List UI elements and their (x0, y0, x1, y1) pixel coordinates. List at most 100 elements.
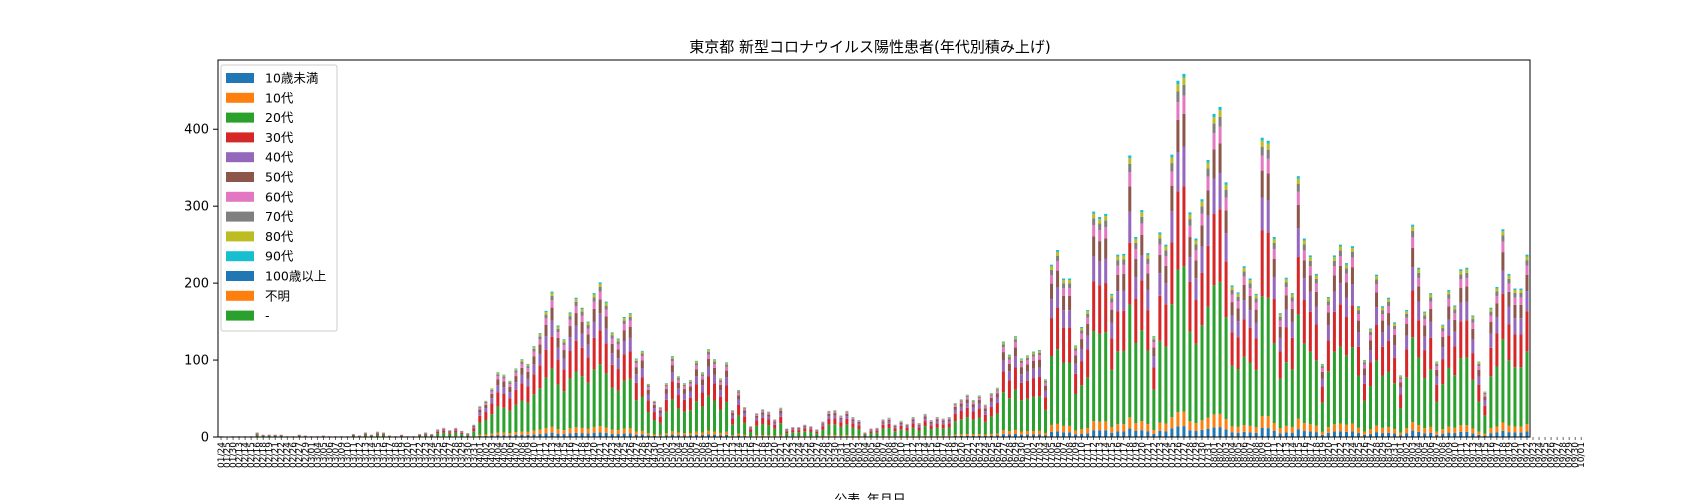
bar-segment (604, 302, 608, 306)
x-tick-label: 03/30 (464, 442, 474, 468)
bar-segment (616, 434, 620, 437)
bar-segment (899, 435, 903, 437)
bar-segment (1453, 427, 1457, 434)
bar-segment (1104, 220, 1108, 228)
x-tick-label: 09/19 (1505, 442, 1515, 468)
bar-segment (1465, 357, 1469, 426)
bar-segment (713, 434, 717, 437)
bar-segment (1080, 433, 1084, 437)
bar-segment (640, 356, 644, 361)
bar-segment (1206, 160, 1210, 163)
bar-segment (1381, 307, 1385, 311)
bar-stack (1206, 160, 1210, 437)
bar-stack (574, 297, 578, 437)
bar-segment (568, 433, 572, 437)
bar-segment (1025, 431, 1029, 435)
bar-segment (1326, 296, 1330, 299)
bar-segment (737, 433, 741, 436)
bar-segment (1483, 392, 1487, 395)
bar-segment (586, 382, 590, 429)
bar-stack (995, 387, 999, 437)
bar-segment (1062, 432, 1066, 437)
bar-segment (1188, 281, 1192, 332)
bar-segment (544, 310, 548, 313)
bar-segment (1248, 280, 1252, 284)
bar-segment (646, 412, 650, 434)
bar-stack (634, 358, 638, 437)
bar-segment (1146, 254, 1150, 259)
bar-segment (923, 426, 927, 436)
x-tick-label: 07/24 (1162, 442, 1172, 468)
legend: 10歳未満10代20代30代40代50代60代70代80代90代100歳以上不明… (220, 64, 338, 332)
bar-segment (694, 360, 698, 362)
bar-segment (1254, 302, 1258, 310)
bar-segment (833, 424, 837, 436)
x-tick-label: 04/23 (608, 442, 618, 468)
x-tick-label: 04/08 (518, 442, 528, 468)
bar-segment (382, 433, 386, 434)
bar-segment (1483, 400, 1487, 406)
bar-segment (682, 389, 686, 394)
bar-segment (1116, 260, 1120, 266)
bar-segment (1441, 328, 1445, 332)
bar-segment (514, 404, 518, 433)
bar-segment (520, 367, 524, 375)
bar-segment (640, 368, 644, 378)
bar-segment (1038, 367, 1042, 378)
bar-segment (1001, 371, 1005, 393)
bar-segment (1158, 273, 1162, 296)
bar-stack (779, 407, 783, 437)
bar-segment (1489, 347, 1493, 377)
bar-stack (1104, 213, 1108, 437)
legend-swatch (226, 310, 254, 321)
bar-stack (1224, 182, 1228, 437)
bar-segment (761, 410, 765, 413)
bar-segment (1344, 282, 1348, 298)
bar-segment (1278, 351, 1282, 379)
bar-segment (995, 389, 999, 391)
bar-segment (851, 421, 855, 424)
bar-segment (1399, 382, 1403, 388)
legend-label: 10歳未満 (265, 71, 318, 86)
bar-segment (1332, 431, 1336, 437)
bar-segment (839, 419, 843, 423)
bar-segment (1062, 362, 1066, 426)
bar-segment (1038, 434, 1042, 437)
bar-segment (1074, 373, 1078, 394)
bar-segment (700, 372, 704, 374)
x-tick-label: 05/31 (837, 442, 847, 468)
x-tick-label: 07/07 (1060, 442, 1070, 468)
bar-segment (767, 425, 771, 436)
bar-segment (917, 430, 921, 437)
bar-segment (514, 432, 518, 435)
bar-segment (628, 433, 632, 437)
bar-segment (809, 431, 813, 437)
bar-segment (556, 326, 560, 329)
bar-segment (1248, 432, 1252, 437)
bar-segment (1122, 350, 1126, 425)
bar-segment (1116, 265, 1120, 275)
bar-segment (694, 369, 698, 377)
bar-segment (1062, 280, 1066, 284)
x-tick-label: 08/30 (1385, 442, 1395, 468)
bar-segment (1495, 316, 1499, 334)
bar-segment (1375, 425, 1379, 433)
bar-segment (965, 397, 969, 400)
bar-stack (454, 427, 458, 437)
bar-segment (1272, 258, 1276, 277)
x-tick-label: 04/25 (620, 442, 630, 468)
bar-segment (1098, 285, 1102, 334)
bar-segment (1260, 155, 1264, 171)
bar-stack (767, 411, 771, 437)
bar-segment (1266, 149, 1270, 159)
bar-segment (1326, 301, 1330, 306)
bar-stack (640, 350, 644, 437)
bar-segment (646, 435, 650, 437)
bar-stack (719, 378, 723, 437)
bar-segment (1110, 295, 1114, 299)
bar-segment (815, 433, 819, 437)
bar-segment (1501, 252, 1505, 271)
bar-segment (1393, 428, 1397, 434)
x-tick-label: 03/18 (392, 442, 402, 468)
bar-segment (809, 427, 813, 429)
